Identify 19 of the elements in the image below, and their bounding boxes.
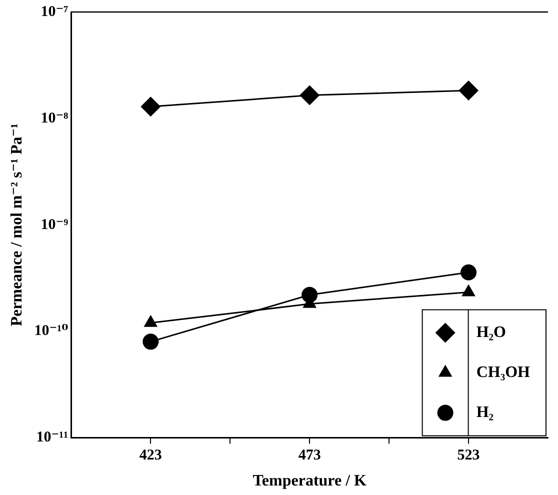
legend-label: CH₃OH (476, 364, 531, 381)
legend-label: H₂ (476, 404, 494, 421)
point (300, 85, 320, 106)
point (140, 96, 161, 117)
legend-label: H₂O (476, 324, 506, 341)
y-tick-label: 10⁻¹⁰ (34, 323, 69, 340)
point (144, 314, 158, 327)
x-tick-label: 523 (457, 448, 480, 464)
y-tick-label: 10⁻⁸ (40, 110, 69, 126)
y-tick-label: 10⁻¹¹ (36, 430, 68, 446)
x-tick-label: 473 (298, 448, 321, 464)
x-axis-title: Temperature / K (252, 472, 368, 490)
y-tick-label: 10⁻⁹ (40, 216, 69, 233)
y-tick-label: 10⁻⁷ (40, 4, 69, 20)
y-axis-title: Permeance / mol m⁻² s⁻¹ Pa⁻¹ (8, 123, 26, 326)
point (458, 80, 479, 101)
point (462, 284, 476, 296)
point (460, 264, 477, 280)
x-tick-label: 423 (139, 448, 162, 464)
